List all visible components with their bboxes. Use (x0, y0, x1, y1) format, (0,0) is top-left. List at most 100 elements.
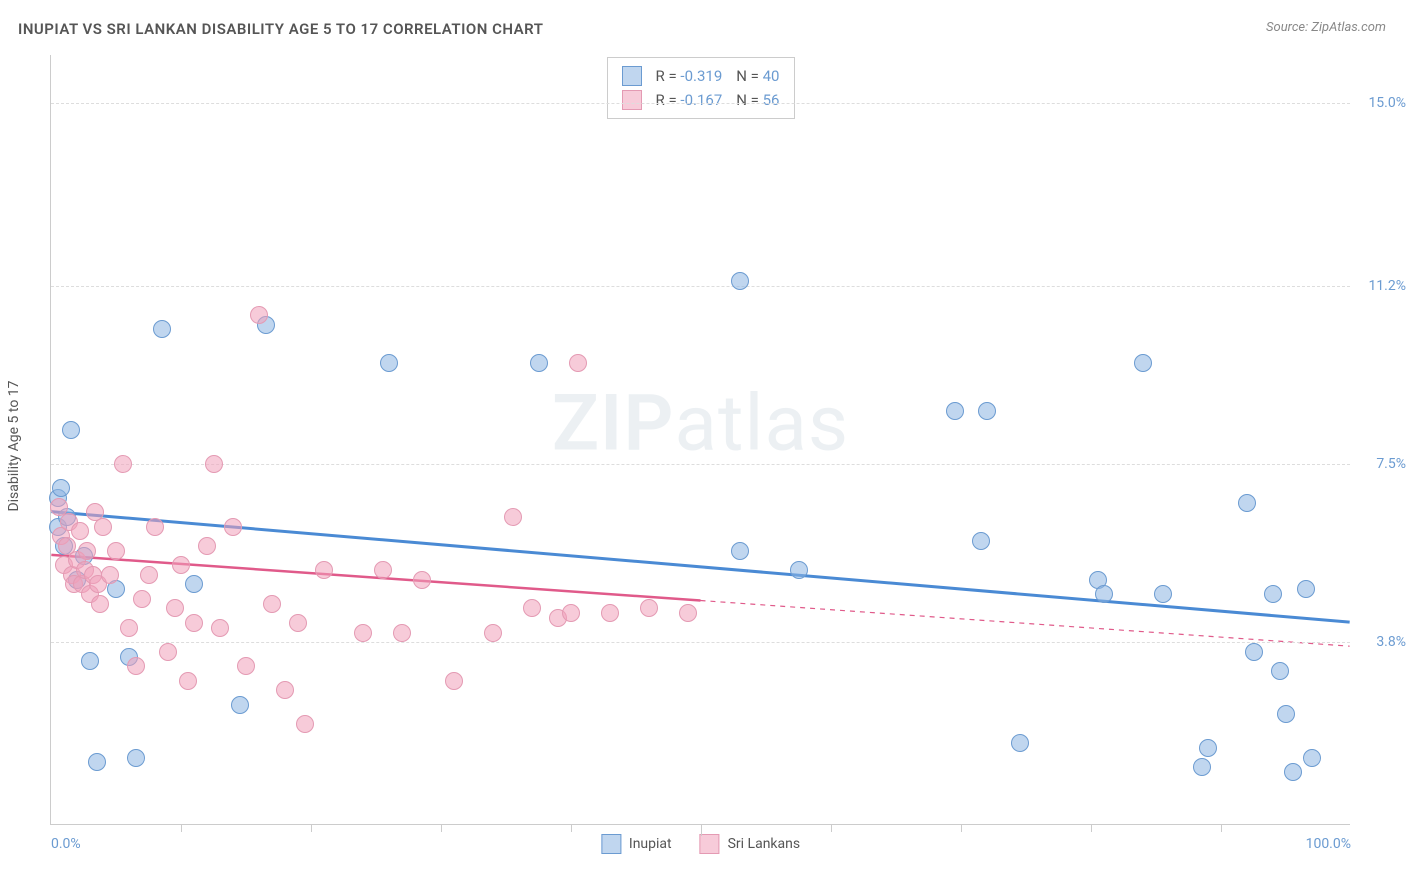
stat-r-label: R = -0.319 (656, 67, 723, 85)
x-tick-label: 0.0% (51, 836, 81, 852)
scatter-point (296, 715, 314, 733)
scatter-point (205, 455, 223, 473)
x-tick (1221, 824, 1222, 832)
scatter-point (62, 421, 80, 439)
scatter-point (289, 614, 307, 632)
x-tick (441, 824, 442, 832)
scatter-point (315, 561, 333, 579)
scatter-point (146, 518, 164, 536)
chart-container: INUPIAT VS SRI LANKAN DISABILITY AGE 5 T… (0, 0, 1406, 892)
scatter-point (78, 542, 96, 560)
scatter-point (1199, 739, 1217, 757)
legend-label: Sri Lankans (728, 836, 801, 852)
scatter-point (380, 354, 398, 372)
scatter-point (562, 604, 580, 622)
stat-legend-row: R = -0.319 N = 40 (622, 64, 780, 88)
scatter-point (978, 402, 996, 420)
scatter-point (237, 657, 255, 675)
stat-r-label: R = -0.167 (656, 91, 723, 109)
scatter-point (159, 643, 177, 661)
scatter-point (601, 604, 619, 622)
scatter-point (484, 624, 502, 642)
series-legend: Inupiat Sri Lankans (601, 834, 800, 854)
scatter-point (127, 657, 145, 675)
x-tick (961, 824, 962, 832)
scatter-point (185, 575, 203, 593)
scatter-point (1154, 585, 1172, 603)
scatter-point (1271, 662, 1289, 680)
watermark: ZIPatlas (552, 379, 849, 470)
scatter-point (731, 542, 749, 560)
scatter-point (731, 272, 749, 290)
x-tick (181, 824, 182, 832)
scatter-point (231, 696, 249, 714)
scatter-point (1284, 763, 1302, 781)
x-tick (701, 824, 702, 836)
scatter-point (211, 619, 229, 637)
scatter-point (354, 624, 372, 642)
scatter-point (179, 672, 197, 690)
scatter-point (250, 306, 268, 324)
scatter-point (523, 599, 541, 617)
scatter-point (263, 595, 281, 613)
stat-legend-row: R = -0.167 N = 56 (622, 88, 780, 112)
scatter-point (1134, 354, 1152, 372)
legend-swatch (700, 834, 720, 854)
scatter-point (679, 604, 697, 622)
stat-n-label: N = 56 (736, 91, 779, 109)
stat-n-label: N = 40 (736, 67, 779, 85)
grid-line (51, 103, 1350, 104)
scatter-point (640, 599, 658, 617)
plot-area: ZIPatlas R = -0.319 N = 40 R = -0.167 N = 5… (50, 55, 1350, 825)
grid-line (51, 642, 1350, 643)
y-tick-label: 15.0% (1368, 95, 1406, 111)
scatter-point (166, 599, 184, 617)
y-tick-label: 11.2% (1368, 278, 1406, 294)
scatter-point (185, 614, 203, 632)
chart-title: INUPIAT VS SRI LANKAN DISABILITY AGE 5 T… (18, 20, 543, 38)
scatter-point (172, 556, 190, 574)
scatter-point (1095, 585, 1113, 603)
scatter-point (52, 479, 70, 497)
scatter-point (530, 354, 548, 372)
grid-line (51, 464, 1350, 465)
y-tick-label: 7.5% (1376, 456, 1406, 472)
scatter-point (114, 455, 132, 473)
scatter-point (94, 518, 112, 536)
scatter-point (790, 561, 808, 579)
x-tick (311, 824, 312, 832)
scatter-point (120, 619, 138, 637)
scatter-point (1264, 585, 1282, 603)
scatter-point (504, 508, 522, 526)
scatter-point (972, 532, 990, 550)
scatter-point (127, 749, 145, 767)
legend-swatch (622, 90, 642, 110)
scatter-point (1297, 580, 1315, 598)
scatter-point (1277, 705, 1295, 723)
x-tick-label: 100.0% (1306, 836, 1351, 852)
scatter-point (445, 672, 463, 690)
scatter-point (413, 571, 431, 589)
scatter-point (198, 537, 216, 555)
scatter-point (140, 566, 158, 584)
x-tick (1091, 824, 1092, 832)
scatter-point (88, 753, 106, 771)
scatter-point (393, 624, 411, 642)
y-axis-label: Disability Age 5 to 17 (6, 380, 22, 511)
scatter-point (153, 320, 171, 338)
scatter-point (91, 595, 109, 613)
scatter-point (224, 518, 242, 536)
scatter-point (276, 681, 294, 699)
source-label: Source: ZipAtlas.com (1266, 20, 1386, 35)
legend-item: Inupiat (601, 834, 672, 854)
legend-swatch (622, 66, 642, 86)
scatter-point (569, 354, 587, 372)
scatter-point (946, 402, 964, 420)
scatter-point (81, 652, 99, 670)
scatter-point (1303, 749, 1321, 767)
y-tick-label: 3.8% (1376, 634, 1406, 650)
scatter-point (107, 542, 125, 560)
legend-item: Sri Lankans (700, 834, 801, 854)
legend-swatch (601, 834, 621, 854)
scatter-point (101, 566, 119, 584)
